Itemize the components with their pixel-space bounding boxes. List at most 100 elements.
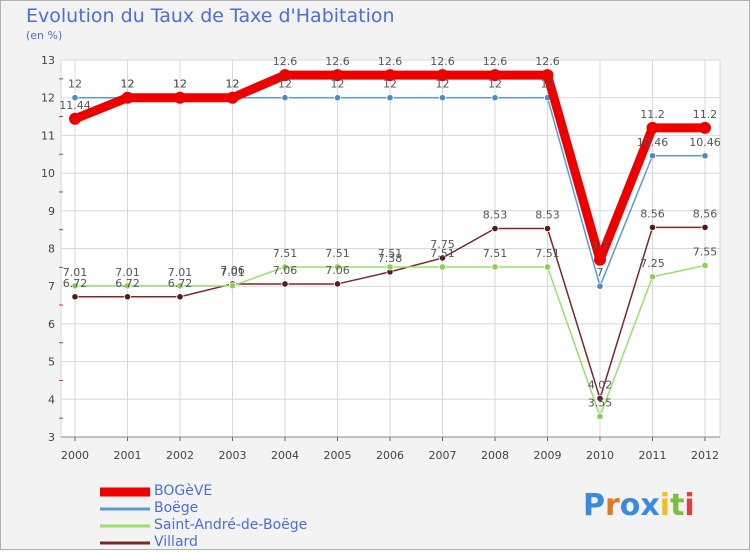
y-tick-label: 5 — [48, 356, 55, 369]
data-label: 11.44 — [59, 99, 91, 112]
data-point — [333, 263, 342, 271]
logo-letter: o — [619, 488, 641, 523]
data-point — [438, 94, 447, 102]
data-point — [543, 263, 552, 271]
data-point — [281, 263, 289, 271]
data-label: 6.72 — [168, 277, 193, 290]
data-point — [436, 69, 449, 82]
data-point — [71, 282, 79, 290]
data-label: 7.01 — [220, 266, 245, 279]
legend-swatch-bogeve — [100, 487, 150, 497]
data-label: 8.56 — [640, 207, 665, 220]
data-label: 10.46 — [689, 136, 721, 149]
data-point — [543, 224, 552, 233]
data-point — [281, 280, 289, 288]
data-label: 7.01 — [63, 266, 88, 279]
logo-letter: i — [659, 488, 671, 523]
data-point — [333, 94, 342, 102]
data-point — [228, 282, 237, 290]
data-label: 11.2 — [640, 108, 665, 121]
data-point — [648, 223, 657, 231]
data-label: 8.53 — [483, 209, 508, 222]
data-point — [226, 91, 239, 104]
data-label: 12 — [226, 78, 240, 91]
x-tick-label: 2004 — [271, 449, 299, 462]
data-label: 12 — [121, 78, 135, 91]
data-label: 12 — [278, 78, 292, 91]
data-label: 12 — [436, 78, 450, 91]
data-label: 7.01 — [115, 266, 140, 279]
logo-letter: P — [583, 488, 605, 523]
legend-label-boege: Boëge — [154, 500, 199, 516]
legend-swatch-saint-andre — [100, 524, 150, 528]
data-label: 12 — [121, 78, 135, 91]
data-point — [596, 412, 604, 420]
data-point — [333, 280, 342, 288]
data-point — [123, 293, 132, 301]
chart-title: Evolution du Taux de Taxe d'Habitation — [26, 5, 395, 27]
data-point — [596, 394, 604, 403]
legend-swatch-boege — [100, 507, 150, 511]
data-label: 12.6 — [273, 55, 298, 68]
x-tick-label: 2006 — [376, 449, 404, 462]
logo-letter: i — [684, 488, 695, 523]
data-label: 12 — [488, 78, 502, 91]
data-point — [281, 94, 289, 102]
y-tick-label: 13 — [41, 54, 55, 67]
x-tick-label: 2001 — [114, 449, 142, 462]
data-point — [123, 282, 132, 290]
x-tick-label: 2000 — [61, 449, 89, 462]
data-label: 10.46 — [637, 136, 669, 149]
data-point — [121, 91, 134, 104]
data-point — [69, 112, 81, 125]
x-tick-label: 2005 — [324, 449, 352, 462]
data-label: 12 — [226, 78, 240, 91]
data-point — [386, 263, 394, 271]
data-point — [384, 69, 396, 82]
data-point — [648, 152, 657, 160]
data-label: 8.56 — [693, 207, 718, 220]
data-point — [176, 282, 184, 290]
data-point — [701, 223, 709, 231]
logo-letter: x — [640, 488, 660, 523]
y-tick-label: 11 — [41, 129, 55, 142]
data-label: 4.02 — [588, 379, 613, 392]
data-label: 7.25 — [640, 257, 665, 270]
x-tick-label: 2008 — [481, 449, 509, 462]
y-tick-label: 7 — [48, 280, 55, 293]
data-label: 7.06 — [273, 264, 298, 277]
data-label: 7.51 — [273, 247, 298, 260]
data-point — [174, 91, 186, 104]
legend-label-saint-andre: Saint-André-de-Boëge — [154, 517, 308, 533]
data-point — [386, 94, 394, 102]
data-label: 12 — [173, 78, 187, 91]
data-label: 12 — [331, 78, 345, 91]
data-point — [646, 121, 659, 134]
data-label: 7 — [597, 266, 604, 279]
x-tick-label: 2009 — [534, 449, 562, 462]
data-label: 7.01 — [168, 266, 193, 279]
data-label: 12.6 — [325, 55, 350, 68]
data-label: 6.72 — [63, 277, 88, 290]
y-tick-label: 6 — [48, 318, 55, 331]
data-label: 12 — [541, 78, 555, 91]
y-tick-label: 3 — [48, 431, 55, 444]
x-tick-label: 2002 — [166, 449, 194, 462]
x-tick-label: 2007 — [429, 449, 457, 462]
data-label: 8.53 — [535, 209, 560, 222]
data-point — [71, 94, 79, 102]
data-label: 7.51 — [378, 247, 403, 260]
data-point — [491, 94, 499, 102]
logo-letter: r — [605, 488, 620, 523]
data-point — [701, 261, 709, 270]
legend-label-bogeve: BOGèVE — [154, 483, 213, 499]
data-label: 3.55 — [588, 396, 613, 409]
data-point — [491, 263, 499, 271]
y-tick-label: 4 — [48, 393, 55, 406]
data-point — [699, 121, 711, 134]
data-point — [438, 263, 447, 271]
data-label: 7.06 — [325, 264, 350, 277]
data-label: 7.55 — [693, 245, 718, 258]
x-tick-label: 2010 — [586, 449, 614, 462]
